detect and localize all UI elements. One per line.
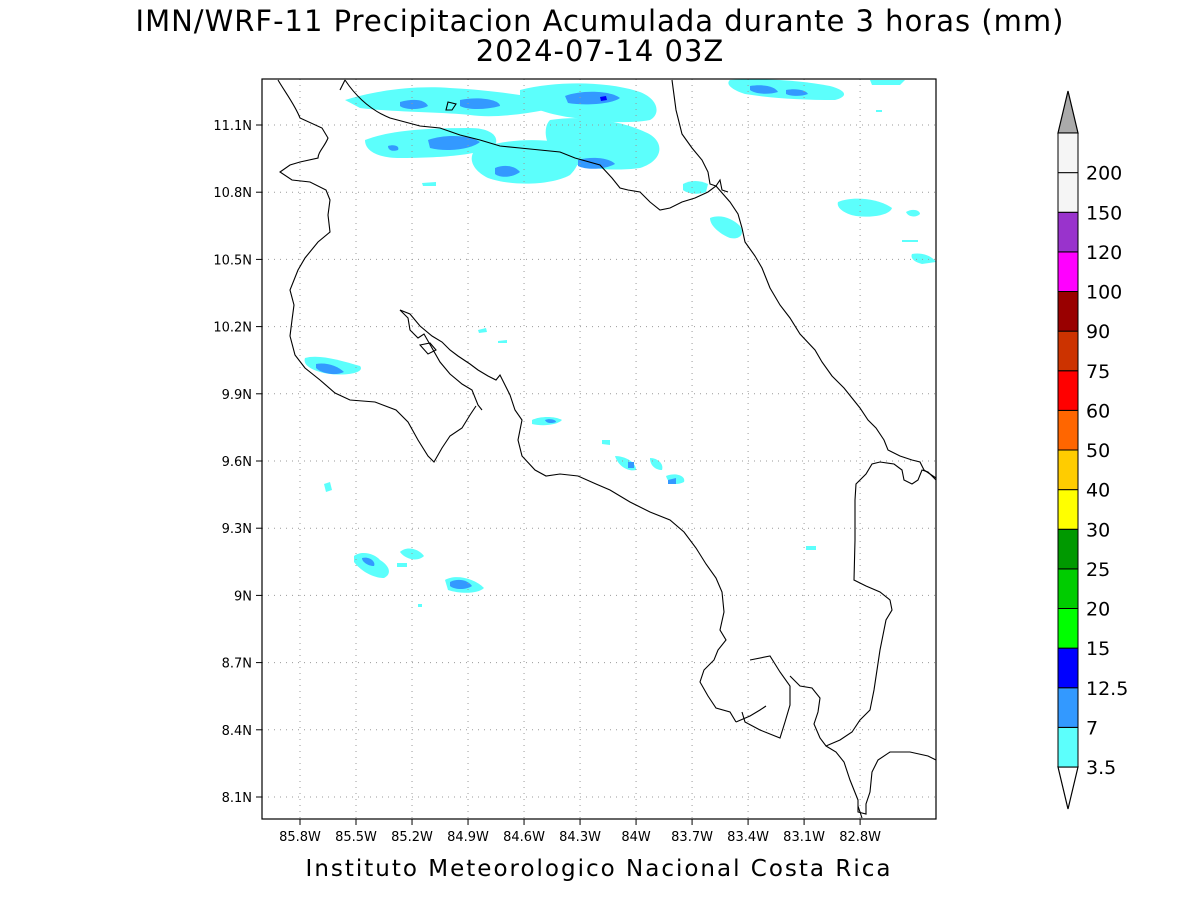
colorbar-label: 3.5 <box>1086 757 1116 779</box>
colorbar: 3.5 7 12.5 15 20 25 30 40 50 60 75 90 100 120 150 200 <box>1057 90 1128 810</box>
colorbar-label: 90 <box>1086 321 1110 343</box>
lon-tick-label: 83.1W <box>783 830 825 845</box>
colorbar-label: 120 <box>1086 242 1122 264</box>
map-date: 2024-07-14 03Z <box>475 34 725 68</box>
map-frame <box>261 78 937 820</box>
lat-tick-label: 10.2N <box>213 321 252 336</box>
longitude-axis: 85.8W 85.5W 85.2W 84.9W 84.6W 84.3W 84W 83.7W 83… <box>279 819 881 845</box>
colorbar-swatch <box>1057 132 1079 174</box>
lat-tick-label: 11.1N <box>213 119 252 134</box>
colorbar-label: 200 <box>1086 163 1122 185</box>
colorbar-swatch <box>1057 647 1079 689</box>
colorbar-swatch <box>1057 172 1079 213</box>
colorbar-label: 30 <box>1086 519 1110 541</box>
lon-tick-label: 82.8W <box>839 830 881 845</box>
colorbar-max-arrow <box>1057 90 1079 134</box>
colorbar-swatch <box>1057 370 1079 411</box>
colorbar-swatch <box>1057 528 1079 570</box>
lat-tick-label: 9.9N <box>222 388 252 403</box>
colorbar-label: 20 <box>1086 599 1110 621</box>
colorbar-swatch <box>1057 568 1079 609</box>
colorbar-label: 60 <box>1086 400 1110 422</box>
lon-tick-label: 84.6W <box>503 830 545 845</box>
lat-tick-label: 8.7N <box>222 657 252 672</box>
colorbar-swatch <box>1057 409 1079 451</box>
colorbar-swatch <box>1057 251 1079 292</box>
colorbar-label: 75 <box>1086 361 1110 383</box>
colorbar-label: 40 <box>1086 480 1110 502</box>
colorbar-swatch <box>1057 687 1079 728</box>
colorbar-label: 15 <box>1086 638 1110 660</box>
lat-tick-label: 9N <box>234 589 252 604</box>
colorbar-swatch <box>1057 449 1079 491</box>
lon-tick-label: 84.9W <box>447 830 489 845</box>
lon-tick-label: 83.7W <box>671 830 713 845</box>
map-gridlines <box>262 79 936 819</box>
latitude-axis: 8.1N 8.4N 8.7N 9N 9.3N 9.6N 9.9N 10.2N 10.5N 10.8… <box>213 119 262 806</box>
lon-tick-label: 83.4W <box>727 830 769 845</box>
colorbar-swatch <box>1057 330 1079 372</box>
colorbar-swatch <box>1057 608 1079 649</box>
lon-tick-label: 84.3W <box>559 830 601 845</box>
footer-credit: Instituto Meteorologico Nacional Costa R… <box>305 856 893 882</box>
colorbar-label: 12.5 <box>1086 678 1128 700</box>
lon-tick-label: 84W <box>621 830 651 845</box>
lon-tick-label: 85.2W <box>391 830 433 845</box>
lat-tick-label: 10.8N <box>213 186 252 201</box>
colorbar-swatch <box>1057 726 1079 768</box>
lat-tick-label: 8.4N <box>222 724 252 739</box>
map-title: IMN/WRF-11 Precipitacion Acumulada duran… <box>135 4 1065 38</box>
lon-tick-label: 85.8W <box>279 830 321 845</box>
colorbar-label: 50 <box>1086 440 1110 462</box>
colorbar-label: 7 <box>1086 717 1098 739</box>
lat-tick-label: 8.1N <box>222 791 252 806</box>
colorbar-swatch <box>1057 291 1079 332</box>
colorbar-label: 150 <box>1086 202 1122 224</box>
colorbar-swatch <box>1057 211 1079 253</box>
precipitation-field <box>304 79 936 607</box>
colorbar-label: 100 <box>1086 282 1122 304</box>
lat-tick-label: 10.5N <box>213 253 252 268</box>
colorbar-swatch <box>1057 489 1079 530</box>
lat-tick-label: 9.6N <box>222 455 252 470</box>
lon-tick-label: 85.5W <box>335 830 377 845</box>
colorbar-label: 25 <box>1086 559 1110 581</box>
lat-tick-label: 9.3N <box>222 522 252 537</box>
coastline <box>277 79 937 819</box>
colorbar-min-arrow <box>1057 766 1079 810</box>
